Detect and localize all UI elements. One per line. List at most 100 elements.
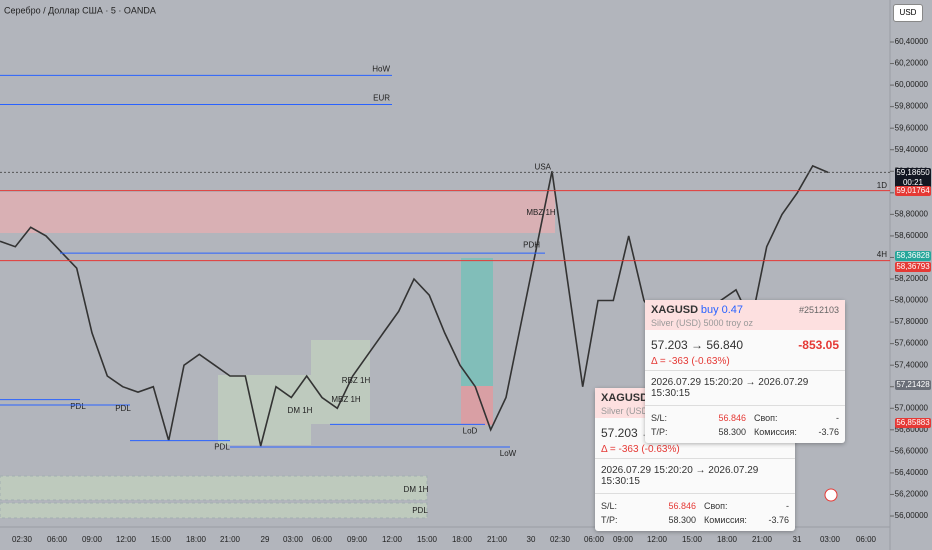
card-text: -3.76	[818, 427, 839, 437]
price-tick-label: 60,40000	[895, 37, 929, 46]
zone-label: MBZ 1H	[331, 395, 361, 404]
time-tick-label: 03:00	[820, 535, 841, 544]
time-tick-label: 21:00	[752, 535, 773, 544]
card-text: S/L:	[601, 501, 618, 511]
trade-card[interactable]: XAGUSD buy 0.47 #2512103 Silver (USD) 5000…	[645, 300, 845, 443]
card-text: -	[786, 501, 789, 511]
price-tick-label: 60,00000	[895, 80, 929, 89]
time-tick-label: 09:00	[347, 535, 368, 544]
card-text: #2512103	[798, 305, 839, 315]
level-label: PDH	[523, 240, 540, 249]
time-tick-label: 29	[261, 535, 270, 544]
badge-label: 59,18650	[896, 167, 930, 177]
price-tick-label: 57,00000	[895, 403, 929, 412]
card-text: XAGUSD	[651, 304, 699, 316]
time-tick-label: 18:00	[186, 535, 207, 544]
card-text: -853.05	[798, 338, 839, 352]
card-text: XAGUSD	[601, 392, 649, 404]
time-tick-label: 06:00	[47, 535, 68, 544]
time-tick-label: 06:00	[312, 535, 333, 544]
price-tick-label: 57,40000	[895, 360, 929, 369]
level-label: EUR	[373, 94, 390, 103]
card-text: -	[836, 413, 839, 423]
chart-title: Серебро / Доллар США · 5 · OANDA	[4, 5, 156, 15]
time-tick-label: 15:00	[151, 535, 172, 544]
badge-label: 58,36793	[896, 261, 930, 271]
time-tick-label: 12:00	[382, 535, 403, 544]
price-tick-label: 58,80000	[895, 209, 929, 218]
card-text: T/P:	[601, 515, 618, 525]
price-tick-label: 56,00000	[895, 511, 929, 520]
card-text: 56.846	[718, 413, 746, 423]
price-tick-label: 57,60000	[895, 339, 929, 348]
price-tick-label: 58,20000	[895, 274, 929, 283]
price-tick-label: 58,00000	[895, 296, 929, 305]
time-tick-label: 12:00	[116, 535, 137, 544]
card-text: S/L:	[651, 413, 668, 423]
time-tick-label: 09:00	[613, 535, 634, 544]
time-tick-label: 15:00	[417, 535, 438, 544]
card-text: 58.300	[668, 515, 696, 525]
level-label: USA	[535, 162, 552, 171]
time-tick-label: 21:00	[220, 535, 241, 544]
price-tick-label: 59,60000	[895, 123, 929, 132]
level-label: 4H	[877, 250, 887, 259]
card-header: XAGUSD buy 0.47 #2512103 Silver (USD) 5000…	[645, 300, 845, 330]
price-tick-label: 56,60000	[895, 446, 929, 455]
zone-label: MBZ 1H	[526, 208, 556, 217]
level-label: PDL	[115, 404, 131, 413]
time-tick-label: 18:00	[717, 535, 738, 544]
price-badge: 59,01764	[895, 185, 931, 196]
time-tick-label: 03:00	[283, 535, 304, 544]
card-text: Своп:	[754, 413, 778, 423]
price-badge: 58,36828	[895, 250, 931, 261]
time-tick-label: 09:00	[82, 535, 103, 544]
badge-label: 56,85883	[896, 418, 930, 428]
level-label: LoW	[500, 449, 517, 458]
card-text: buy 0.47	[700, 304, 744, 316]
card-text: 2026.07.29 15:20:20 → 2026.07.29 15:30:1…	[601, 465, 759, 487]
price-tick-label: 59,40000	[895, 145, 929, 154]
price-badge: 59,18650 00:21	[895, 167, 931, 188]
card-text: 56.846	[668, 501, 696, 511]
supply-zone	[0, 192, 555, 233]
event-icon[interactable]	[824, 488, 838, 502]
time-tick-label: 15:00	[682, 535, 703, 544]
card-text: 58.300	[718, 427, 746, 437]
card-text: Комиссия:	[704, 515, 747, 525]
level-label: PDL	[70, 402, 86, 411]
card-text: -3.76	[768, 515, 789, 525]
price-tick-label: 58,60000	[895, 231, 929, 240]
price-tick-label: 60,20000	[895, 59, 929, 68]
level-label: LoD	[463, 427, 478, 436]
price-badge: 56,85883	[895, 418, 931, 429]
price-badge: 58,36793	[895, 261, 931, 272]
time-tick-label: 06:00	[584, 535, 605, 544]
card-text: T/P:	[651, 427, 668, 437]
time-tick-label: 30	[527, 535, 536, 544]
zone-label: RBZ 1H	[342, 376, 371, 385]
time-tick-label: 02:30	[550, 535, 571, 544]
time-tick-label: 06:00	[856, 535, 877, 544]
zone-label: DM 1H	[404, 485, 429, 494]
demand-zone	[311, 340, 370, 424]
demand-zone	[0, 475, 428, 501]
demand-zone	[0, 502, 428, 519]
card-text: Своп:	[704, 501, 728, 511]
time-tick-label: 21:00	[487, 535, 508, 544]
badge-label: 58,36828	[896, 250, 930, 260]
time-tick-label: 18:00	[452, 535, 473, 544]
price-badge: 57,21428	[895, 380, 931, 391]
card-text: 2026.07.29 15:20:20 → 2026.07.29 15:30:1…	[651, 377, 809, 399]
card-text: 57.203 → 56.840	[651, 338, 744, 352]
price-tick-label: 59,80000	[895, 102, 929, 111]
badge-timer: 00:21	[902, 177, 924, 187]
position-profit	[461, 258, 493, 386]
card-text: Δ = -363 (-0.63%)	[651, 356, 730, 367]
time-tick-label: 02:30	[12, 535, 33, 544]
zone-label: DM 1H	[288, 406, 313, 415]
level-label: HoW	[372, 65, 390, 74]
card-text: Комиссия:	[754, 427, 797, 437]
currency-button[interactable]: USD	[893, 4, 923, 22]
